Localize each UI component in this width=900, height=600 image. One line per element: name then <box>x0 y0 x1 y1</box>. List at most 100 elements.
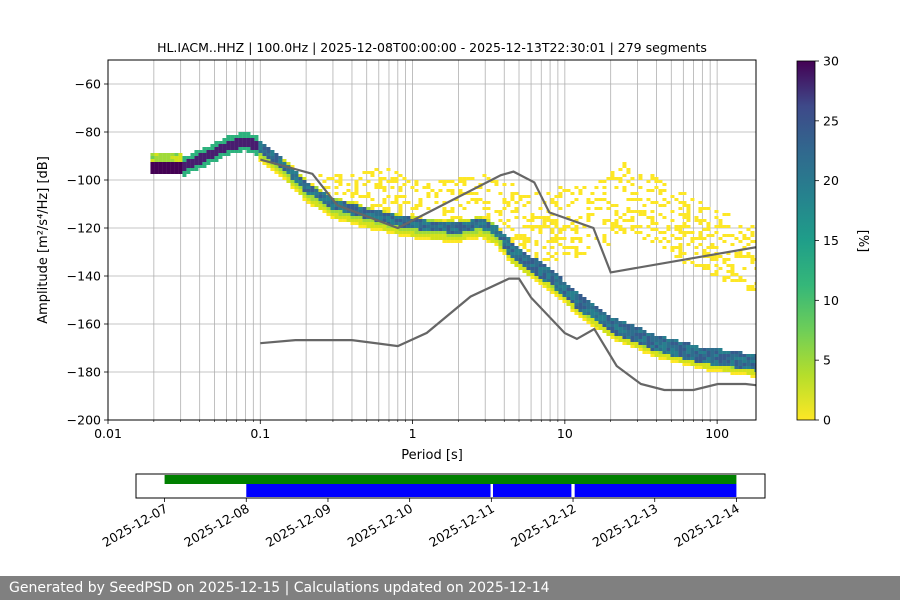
heatmap-cell <box>410 207 415 210</box>
heatmap-cell <box>642 237 647 240</box>
heatmap-cell <box>718 354 723 357</box>
heatmap-cell <box>698 354 703 357</box>
heatmap-cell <box>182 159 187 162</box>
heatmap-cell <box>354 207 359 210</box>
heatmap-cell <box>538 267 543 270</box>
heatmap-cell <box>654 345 659 348</box>
heatmap-cell <box>662 339 667 342</box>
heatmap-cell <box>722 360 727 363</box>
heatmap-cell <box>322 180 327 183</box>
heatmap-cell <box>382 207 387 210</box>
heatmap-cell <box>458 216 463 219</box>
heatmap-cell <box>686 351 691 354</box>
heatmap-cell <box>450 222 455 225</box>
heatmap-cell <box>322 204 327 207</box>
heatmap-cell <box>226 138 231 141</box>
heatmap-cell <box>466 201 471 204</box>
heatmap-cell <box>602 222 607 225</box>
heatmap-cell <box>698 201 703 204</box>
heatmap-cell <box>522 258 527 261</box>
heatmap-cell <box>462 180 467 183</box>
heatmap-cell <box>654 180 659 183</box>
heatmap-cell <box>710 246 715 249</box>
heatmap-cell <box>658 345 663 348</box>
heatmap-cell <box>694 252 699 255</box>
heatmap-cell <box>562 189 567 192</box>
heatmap-cell <box>390 186 395 189</box>
heatmap-cell <box>646 345 651 348</box>
heatmap-cell <box>674 237 679 240</box>
heatmap-cell <box>262 156 267 159</box>
heatmap-cell <box>330 207 335 210</box>
heatmap-cell <box>338 180 343 183</box>
heatmap-cell <box>738 354 743 357</box>
heatmap-cell <box>746 288 751 291</box>
heatmap-cell <box>386 216 391 219</box>
heatmap-cell <box>538 225 543 228</box>
heatmap-cell <box>738 225 743 228</box>
heatmap-cell <box>486 207 491 210</box>
heatmap-cell <box>390 228 395 231</box>
heatmap-cell <box>746 255 751 258</box>
heatmap-cell <box>618 177 623 180</box>
heatmap-cell <box>670 345 675 348</box>
heatmap-cell <box>566 252 571 255</box>
heatmap-cell <box>738 360 743 363</box>
heatmap-cell <box>554 273 559 276</box>
heatmap-cell <box>386 219 391 222</box>
heatmap-cell <box>702 237 707 240</box>
heatmap-cell <box>378 204 383 207</box>
heatmap-cell <box>282 171 287 174</box>
heatmap-cell <box>682 201 687 204</box>
heatmap-cell <box>518 198 523 201</box>
heatmap-cell <box>162 168 167 171</box>
heatmap-cell <box>662 354 667 357</box>
heatmap-cell <box>306 195 311 198</box>
heatmap-cell <box>614 330 619 333</box>
heatmap-cell <box>158 162 163 165</box>
heatmap-cell <box>302 183 307 186</box>
heatmap-cell <box>622 189 627 192</box>
heatmap-cell <box>398 216 403 219</box>
heatmap-cell <box>346 210 351 213</box>
heatmap-cell <box>586 315 591 318</box>
heatmap-cell <box>398 186 403 189</box>
heatmap-cell <box>382 186 387 189</box>
heatmap-cell <box>682 204 687 207</box>
heatmap-cell <box>382 189 387 192</box>
heatmap-cell <box>418 219 423 222</box>
heatmap-cell <box>710 363 715 366</box>
heatmap-cell <box>274 168 279 171</box>
heatmap-cell <box>622 231 627 234</box>
heatmap-cell <box>394 216 399 219</box>
heatmap-cell <box>538 261 543 264</box>
heatmap-cell <box>634 198 639 201</box>
heatmap-cell <box>538 216 543 219</box>
heatmap-cell <box>550 291 555 294</box>
heatmap-cell <box>694 348 699 351</box>
heatmap-cell <box>650 336 655 339</box>
heatmap-cell <box>178 165 183 168</box>
heatmap-cell <box>386 210 391 213</box>
heatmap-cell <box>638 174 643 177</box>
heatmap-cell <box>722 354 727 357</box>
heatmap-cell <box>334 198 339 201</box>
heatmap-cell <box>394 195 399 198</box>
heatmap-cell <box>750 288 755 291</box>
heatmap-cell <box>574 198 579 201</box>
heatmap-cell <box>606 201 611 204</box>
heatmap-cell <box>422 225 427 228</box>
heatmap-cell <box>606 327 611 330</box>
heatmap-cell <box>210 153 215 156</box>
heatmap-cell <box>482 231 487 234</box>
heatmap-cell <box>282 177 287 180</box>
heatmap-cell <box>574 294 579 297</box>
heatmap-cell <box>590 303 595 306</box>
heatmap-cell <box>310 198 315 201</box>
heatmap-cell <box>730 273 735 276</box>
heatmap-cell <box>598 312 603 315</box>
heatmap-cell <box>734 369 739 372</box>
heatmap-cell <box>486 222 491 225</box>
heatmap-cell <box>230 144 235 147</box>
heatmap-cell <box>654 342 659 345</box>
